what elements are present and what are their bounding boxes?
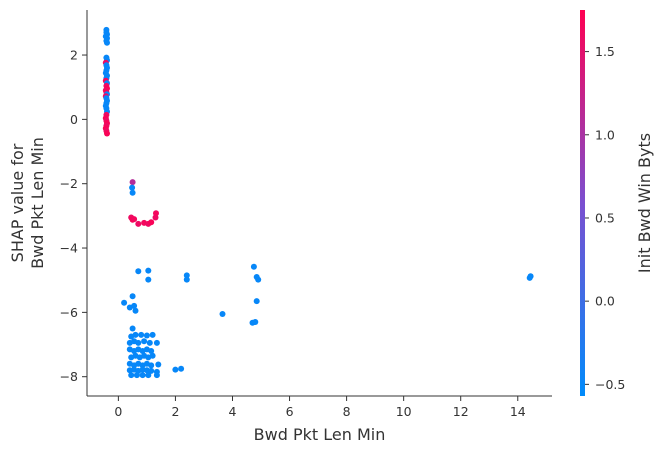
colorbar-tick-label: 1.0: [595, 127, 615, 142]
data-point: [145, 267, 152, 274]
data-point: [149, 352, 156, 359]
data-point: [255, 276, 262, 283]
colorbar-title: Init Bwd Win Byts: [635, 133, 654, 273]
colorbar-tick-label: 1.5: [595, 44, 615, 59]
data-point: [129, 179, 136, 186]
data-point: [121, 299, 128, 306]
data-point: [129, 293, 136, 300]
data-point: [129, 325, 136, 332]
data-point: [153, 210, 159, 217]
data-point: [143, 332, 150, 339]
colorbar: −0.5 0.0 0.5 1.0 1.5: [580, 10, 625, 396]
data-point: [252, 319, 259, 325]
x-tick-label: 10: [396, 404, 412, 419]
data-point: [131, 216, 138, 223]
data-point: [148, 362, 155, 369]
data-point: [155, 361, 162, 368]
data-point: [135, 220, 142, 227]
data-point: [129, 184, 136, 191]
y-tick-label: 2: [70, 48, 78, 63]
x-tick-label: 6: [286, 404, 294, 419]
x-axis-ticks: 0 2 4 6 8 10 12 14: [114, 396, 526, 419]
x-tick-label: 12: [453, 404, 469, 419]
colorbar-gradient: [580, 10, 585, 396]
data-point: [104, 130, 110, 137]
x-tick-label: 4: [229, 404, 237, 419]
data-point: [138, 331, 145, 338]
data-point: [129, 189, 136, 196]
x-tick-label: 0: [114, 404, 122, 419]
x-tick-label: 8: [343, 404, 351, 419]
data-point: [135, 339, 142, 346]
data-point: [132, 331, 139, 338]
data-point: [146, 339, 153, 346]
colorbar-tick-label: 0.5: [595, 210, 615, 225]
data-point: [153, 372, 160, 379]
data-point: [132, 307, 139, 314]
data-point: [526, 274, 533, 281]
scatter-points: [102, 26, 534, 379]
y-axis-title-line-2: Bwd Pkt Len Min: [28, 137, 47, 269]
data-point: [135, 268, 142, 275]
data-point: [131, 302, 138, 309]
data-point: [133, 372, 140, 379]
y-axis-title-line-1: SHAP value for: [8, 143, 27, 262]
y-tick-label: −4: [60, 241, 78, 256]
colorbar-tick-label: −0.5: [595, 377, 625, 392]
data-point: [153, 339, 160, 346]
data-point: [149, 331, 156, 338]
data-point: [172, 366, 179, 373]
data-point: [128, 372, 135, 379]
data-point: [219, 311, 226, 317]
data-point: [139, 372, 146, 379]
data-point: [250, 263, 257, 270]
y-axis-ticks: −8 −6 −4 −2 0 2: [60, 48, 87, 384]
data-point: [253, 298, 260, 305]
y-tick-label: −8: [60, 369, 78, 384]
x-tick-label: 14: [510, 404, 526, 419]
data-point: [148, 219, 155, 226]
y-tick-label: 0: [70, 112, 78, 127]
colorbar-ticks: −0.5 0.0 0.5 1.0 1.5: [585, 44, 625, 392]
y-tick-label: −2: [60, 176, 78, 191]
data-point: [145, 372, 152, 379]
data-point: [104, 39, 110, 46]
data-point: [141, 338, 148, 345]
y-tick-label: −6: [60, 305, 78, 320]
plot-area: −8 −6 −4 −2 0 2 0 2 4 6 8 10 12 14: [60, 10, 552, 419]
x-tick-label: 2: [171, 404, 179, 419]
data-point: [183, 272, 190, 279]
x-axis-title: Bwd Pkt Len Min: [254, 425, 386, 444]
data-point: [148, 367, 155, 374]
data-point: [178, 365, 185, 372]
colorbar-tick-label: 0.0: [595, 294, 615, 309]
data-point: [148, 348, 155, 354]
data-point: [183, 276, 190, 283]
data-point: [145, 276, 152, 283]
